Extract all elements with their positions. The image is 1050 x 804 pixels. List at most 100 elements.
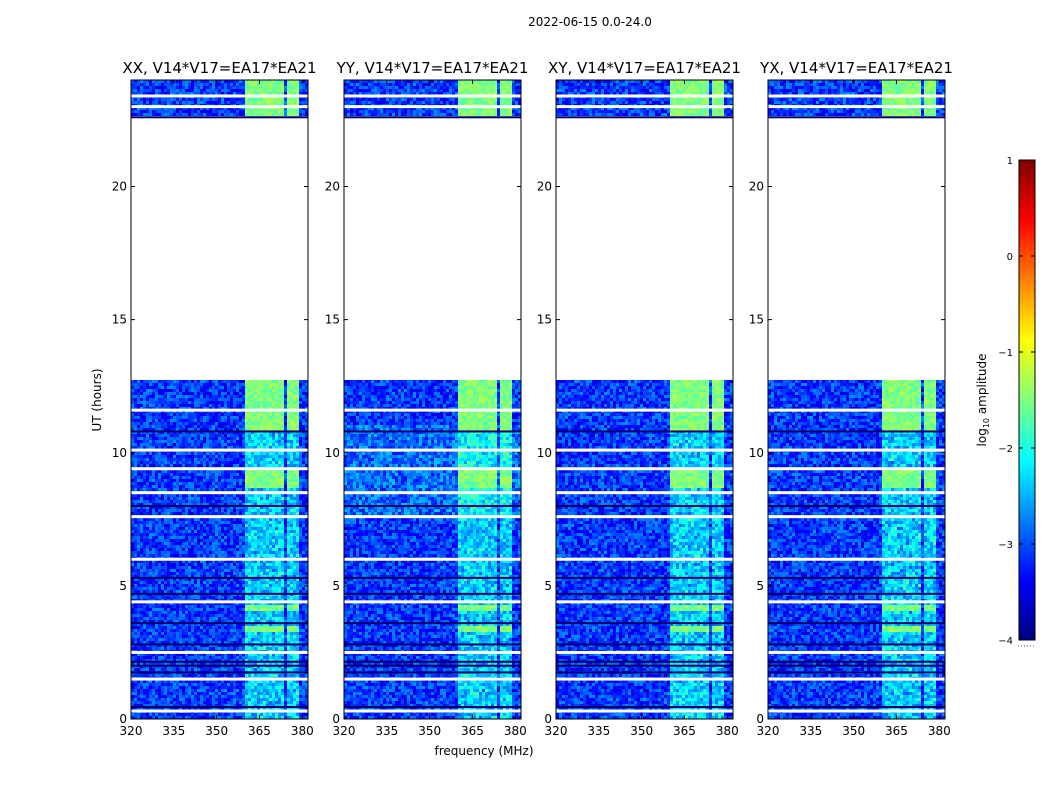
heatmap-cell: [221, 488, 224, 491]
heatmap-cell: [281, 446, 284, 449]
heatmap-cell: [245, 536, 248, 539]
heatmap-cell: [287, 386, 290, 389]
heatmap-cell: [275, 464, 278, 467]
heatmap-cell: [212, 98, 215, 101]
heatmap-cell: [170, 536, 173, 539]
heatmap-cell: [134, 542, 137, 545]
heatmap-cell: [266, 587, 269, 590]
heatmap-cell: [233, 521, 236, 524]
heatmap-cell: [146, 422, 149, 425]
heatmap-cell: [167, 110, 170, 113]
heatmap-cell: [263, 434, 266, 437]
heatmap-cell: [272, 500, 275, 503]
heatmap-cell: [134, 419, 137, 422]
heatmap-cell: [224, 416, 227, 419]
heatmap-cell: [215, 389, 218, 392]
heatmap-cell: [140, 446, 143, 449]
heatmap-cell: [290, 422, 293, 425]
heatmap-cell: [182, 470, 185, 473]
heatmap-cell: [218, 455, 221, 458]
heatmap-cell: [164, 416, 167, 419]
heatmap-cell: [221, 542, 224, 545]
heatmap-cell: [191, 395, 194, 398]
heatmap-cell: [176, 542, 179, 545]
heatmap-cell: [281, 464, 284, 467]
heatmap-cell: [173, 392, 176, 395]
heatmap-cell: [299, 536, 302, 539]
heatmap-cell: [269, 425, 272, 428]
heatmap-cell: [269, 83, 272, 86]
heatmap-cell: [206, 497, 209, 500]
heatmap-cell: [200, 581, 203, 584]
heatmap-cell: [263, 464, 266, 467]
heatmap-cell: [230, 452, 233, 455]
heatmap-cell: [221, 425, 224, 428]
heatmap-cell: [167, 383, 170, 386]
heatmap-cell: [212, 518, 215, 521]
heatmap-cell: [158, 113, 161, 116]
heatmap-cell: [164, 443, 167, 446]
heatmap-cell: [299, 434, 302, 437]
heatmap-cell: [179, 536, 182, 539]
heatmap-cell: [182, 485, 185, 488]
heatmap-cell: [158, 527, 161, 530]
heatmap-cell: [281, 89, 284, 92]
heatmap-cell: [188, 551, 191, 554]
heatmap-cell: [254, 542, 257, 545]
heatmap-cell: [296, 398, 299, 401]
heatmap-cell: [296, 86, 299, 89]
heatmap-cell: [245, 383, 248, 386]
heatmap-cell: [161, 98, 164, 101]
heatmap-cell: [302, 581, 305, 584]
heatmap-cell: [140, 596, 143, 599]
heatmap-cell: [164, 110, 167, 113]
heatmap-cell: [218, 569, 221, 572]
heatmap-cell: [263, 101, 266, 104]
heatmap-cell: [299, 83, 302, 86]
heatmap-cell: [137, 488, 140, 491]
heatmap-cell: [239, 509, 242, 512]
heatmap-cell: [287, 476, 290, 479]
heatmap-cell: [227, 392, 230, 395]
heatmap-cell: [152, 452, 155, 455]
heatmap-cell: [176, 533, 179, 536]
heatmap-cell: [275, 434, 278, 437]
heatmap-cell: [293, 83, 296, 86]
heatmap-cell: [143, 101, 146, 104]
heatmap-cell: [134, 416, 137, 419]
heatmap-cell: [164, 446, 167, 449]
heatmap-cell: [224, 554, 227, 557]
heatmap-cell: [212, 389, 215, 392]
heatmap-cell: [233, 524, 236, 527]
heatmap-cell: [263, 113, 266, 116]
heatmap-cell: [248, 548, 251, 551]
heatmap-cell: [146, 101, 149, 104]
heatmap-cell: [281, 461, 284, 464]
heatmap-cell: [275, 584, 278, 587]
heatmap-cell: [182, 464, 185, 467]
heatmap-cell: [299, 479, 302, 482]
heatmap-cell: [167, 443, 170, 446]
heatmap-cell: [170, 413, 173, 416]
heatmap-cell: [152, 110, 155, 113]
heatmap-cell: [158, 389, 161, 392]
heatmap-cell: [278, 404, 281, 407]
heatmap-cell: [191, 596, 194, 599]
heatmap-cell: [161, 458, 164, 461]
heatmap-cell: [185, 527, 188, 530]
heatmap-cell: [260, 476, 263, 479]
heatmap-cell: [227, 380, 230, 383]
heatmap-cell: [212, 446, 215, 449]
heatmap-cell: [254, 521, 257, 524]
heatmap-cell: [236, 563, 239, 566]
heatmap-cell: [200, 479, 203, 482]
heatmap-cell: [296, 485, 299, 488]
heatmap-cell: [161, 596, 164, 599]
heatmap-cell: [164, 464, 167, 467]
heatmap-cell: [221, 485, 224, 488]
heatmap-cell: [209, 419, 212, 422]
heatmap-cell: [212, 422, 215, 425]
heatmap-cell: [230, 422, 233, 425]
heatmap-cell: [242, 581, 245, 584]
heatmap-cell: [239, 554, 242, 557]
